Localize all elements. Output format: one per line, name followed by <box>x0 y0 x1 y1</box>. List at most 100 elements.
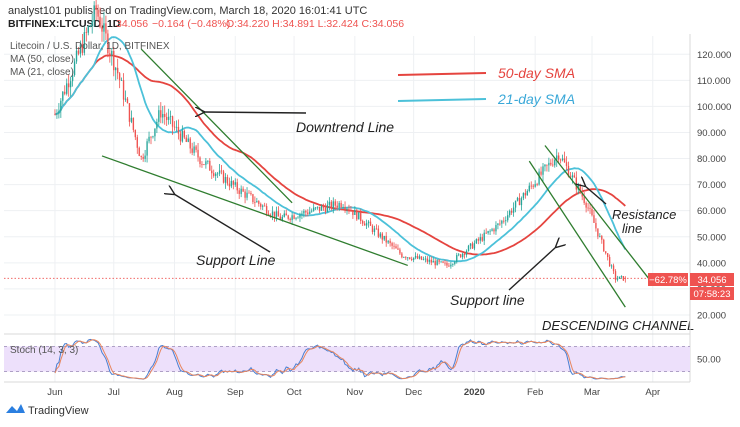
candle-body <box>197 149 199 158</box>
time-tick-label: Aug <box>166 387 183 398</box>
stoch-band <box>4 346 690 372</box>
header-change: −0.164 (−0.48%) <box>152 18 230 30</box>
candle <box>530 181 532 190</box>
candle-body <box>454 261 456 264</box>
candle-body <box>412 257 415 260</box>
candle-body <box>491 229 493 231</box>
candle <box>232 180 235 190</box>
candle-body <box>93 5 95 22</box>
candle-body <box>167 116 170 120</box>
candle <box>456 252 458 264</box>
candle <box>320 204 323 211</box>
candle <box>430 256 432 266</box>
candle <box>534 180 536 188</box>
candle-body <box>505 220 507 222</box>
candle <box>67 74 70 97</box>
candle-body <box>305 211 307 213</box>
candle <box>181 125 184 143</box>
candle <box>587 203 589 212</box>
candle-body <box>438 260 440 262</box>
overlay-ma2: MA (21, close) <box>10 67 74 78</box>
candle <box>518 193 521 206</box>
candle-body <box>518 197 521 206</box>
candle-body <box>373 228 376 232</box>
candle <box>410 256 413 262</box>
candle <box>377 225 380 239</box>
candle <box>130 110 133 124</box>
candle <box>405 256 407 260</box>
candle-body <box>583 196 585 203</box>
time-tick-label: Mar <box>584 387 600 398</box>
tradingview-logo[interactable]: TradingView <box>6 404 89 417</box>
candle-body <box>450 264 452 267</box>
candle-body <box>177 126 180 134</box>
candle-body <box>510 210 513 213</box>
candle-body <box>240 188 242 194</box>
candle-body <box>87 26 89 33</box>
candle-body <box>277 211 280 217</box>
candle-body <box>538 171 540 185</box>
candle <box>83 26 86 56</box>
candle-body <box>128 103 131 122</box>
price-tick-label: 80.000 <box>697 154 726 165</box>
candle-body <box>122 80 125 100</box>
candle <box>105 15 107 40</box>
candle-body <box>67 83 70 88</box>
candle-body <box>165 116 168 120</box>
candle-body <box>230 180 233 187</box>
candle-body <box>599 236 601 237</box>
candle-body <box>275 211 278 218</box>
candle <box>528 182 530 193</box>
candle <box>167 108 170 125</box>
candle-body <box>589 208 591 209</box>
candle <box>189 137 191 154</box>
candle-body <box>383 235 385 240</box>
candle-body <box>324 207 327 212</box>
candle <box>144 149 146 163</box>
candle-body <box>289 218 291 221</box>
candle <box>481 233 483 242</box>
candle <box>599 233 601 238</box>
candle-body <box>293 215 295 219</box>
candle <box>207 160 209 165</box>
candle <box>285 209 287 216</box>
candle <box>283 210 285 218</box>
price-tick-label: 20.000 <box>697 310 726 321</box>
candle <box>126 97 129 104</box>
time-axis[interactable]: Jun Jul Aug Sep Oct Nov Dec 2020 Feb Mar Apr <box>4 381 690 398</box>
candle-body <box>463 253 466 255</box>
candle-body <box>546 164 548 166</box>
candle-body <box>146 141 148 156</box>
candle <box>295 217 297 221</box>
candle <box>205 157 207 169</box>
candle-body <box>548 162 550 166</box>
candle-body <box>446 262 448 266</box>
candle <box>546 164 548 172</box>
candle <box>150 136 152 145</box>
candle-body <box>58 110 60 114</box>
candle <box>111 48 113 66</box>
candle <box>605 251 607 255</box>
candle-body <box>322 206 325 208</box>
candle <box>183 129 186 140</box>
candle <box>64 85 66 96</box>
time-tick-label: Dec <box>405 387 422 398</box>
candle <box>363 221 366 226</box>
candle-body <box>524 192 527 196</box>
candle-body <box>283 213 285 217</box>
price-tick-label: 110.000 <box>697 76 731 87</box>
candle <box>336 201 338 211</box>
time-tick-label: 2020 <box>464 387 485 398</box>
candle-body <box>73 61 76 76</box>
candle <box>62 91 64 106</box>
price-axis[interactable]: 20.00030.00040.00050.00060.00070.00080.0… <box>689 34 731 382</box>
candle <box>389 238 391 247</box>
candle <box>589 203 591 214</box>
candle-body <box>297 217 299 219</box>
candle-body <box>152 136 154 138</box>
candle <box>113 47 115 77</box>
candle <box>424 255 427 263</box>
candle-body <box>507 215 509 221</box>
